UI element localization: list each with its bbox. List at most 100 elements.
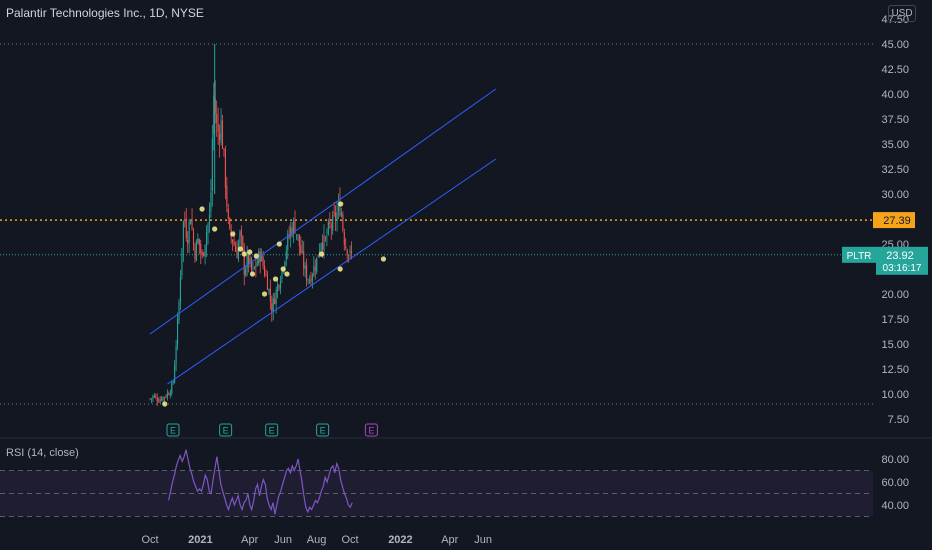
candle-body <box>252 267 254 269</box>
price-tick-label: 42.50 <box>881 64 909 76</box>
candle-body <box>307 279 309 281</box>
price-tag-label: 23.92 <box>886 250 914 262</box>
candle-body <box>240 230 242 236</box>
candle-body <box>290 227 292 237</box>
candle-body <box>243 249 245 275</box>
currency-button[interactable]: USD <box>888 5 916 22</box>
candle-body <box>332 214 334 231</box>
price-tick-label: 10.00 <box>881 389 909 401</box>
candle-body <box>163 397 166 398</box>
signal-marker <box>338 201 344 207</box>
candle-body <box>272 298 274 312</box>
candle-body <box>295 233 297 235</box>
candle-body <box>227 208 229 219</box>
price-tick-label: 35.00 <box>881 139 909 151</box>
candle-body <box>197 238 199 244</box>
candle-body <box>337 203 340 211</box>
candle-body <box>311 275 313 281</box>
candle-body <box>191 219 193 229</box>
candle-body <box>342 214 344 231</box>
signal-marker <box>212 226 218 232</box>
signal-marker <box>162 401 168 407</box>
candle-body <box>224 149 226 188</box>
candle-body <box>250 258 253 270</box>
candle-body <box>200 243 202 253</box>
candle-body <box>166 393 168 398</box>
candle-body <box>245 268 247 276</box>
candle-body <box>255 265 257 268</box>
price-tick-label: 37.50 <box>881 114 909 126</box>
signal-marker <box>241 251 247 257</box>
earnings-label: E <box>320 426 326 436</box>
candle-body <box>297 234 299 236</box>
candle-body <box>159 399 161 402</box>
candle-body <box>300 245 302 254</box>
candle-body <box>203 252 205 256</box>
candle-body <box>182 221 184 249</box>
candle-body <box>152 396 154 399</box>
price-timer-label: 03:16:17 <box>883 263 922 274</box>
candle-body <box>340 213 342 216</box>
rsi-tick-label: 80.00 <box>881 454 909 466</box>
candle-body <box>265 274 267 276</box>
time-tick-label: Jun <box>274 534 292 546</box>
candle-body <box>249 258 251 264</box>
candle-body <box>187 240 189 245</box>
candle-body <box>172 382 174 383</box>
price-tick-label: 40.00 <box>881 89 909 101</box>
candle-body <box>304 266 306 269</box>
candle-body <box>271 303 273 313</box>
earnings-label: E <box>170 426 176 436</box>
time-tick-label: Oct <box>341 534 358 546</box>
candle-body <box>223 148 225 151</box>
candle-body <box>171 383 173 394</box>
candle-body <box>291 227 293 235</box>
candle-body <box>185 219 187 239</box>
earnings-badge <box>219 423 233 437</box>
candle-body <box>211 138 213 191</box>
candle-body <box>156 397 158 402</box>
candle-body <box>298 234 300 247</box>
price-tick-label: 20.00 <box>881 289 909 301</box>
candle-body <box>253 267 255 269</box>
signal-marker <box>380 256 387 262</box>
symbol-tag <box>842 246 876 263</box>
candle-body <box>281 268 283 280</box>
candle-body <box>266 275 268 290</box>
candle-body <box>155 396 157 397</box>
signal-marker <box>247 249 253 255</box>
candle-body <box>313 265 315 276</box>
candle-body <box>198 238 200 245</box>
candle-body <box>174 364 176 383</box>
signal-marker <box>249 271 256 277</box>
candle-body <box>201 252 203 255</box>
candle-body <box>153 395 155 397</box>
candle-body <box>277 284 279 292</box>
candle-body <box>150 398 152 400</box>
candle-body <box>326 235 328 237</box>
candle-body <box>348 255 350 257</box>
candle-body <box>294 220 296 233</box>
candle-body <box>165 396 167 398</box>
price-tick-label: 32.50 <box>881 164 909 176</box>
signal-marker <box>253 253 259 259</box>
candle-body <box>229 218 231 228</box>
candle-body <box>345 246 347 248</box>
candle-body <box>217 123 219 132</box>
candle-body <box>336 212 338 222</box>
signal-marker <box>280 266 286 272</box>
candle-body <box>320 243 322 251</box>
candle-body <box>333 212 335 214</box>
level-tag-label: 27.39 <box>883 215 911 227</box>
signal-marker <box>272 276 279 282</box>
candle-body <box>236 250 238 259</box>
candle-body <box>181 248 183 276</box>
candle-body <box>190 220 192 225</box>
earnings-badge <box>364 423 378 437</box>
time-tick-label: Apr <box>241 534 258 546</box>
candle-body <box>278 285 280 288</box>
candle-body <box>179 277 181 303</box>
candle-body <box>188 221 190 243</box>
